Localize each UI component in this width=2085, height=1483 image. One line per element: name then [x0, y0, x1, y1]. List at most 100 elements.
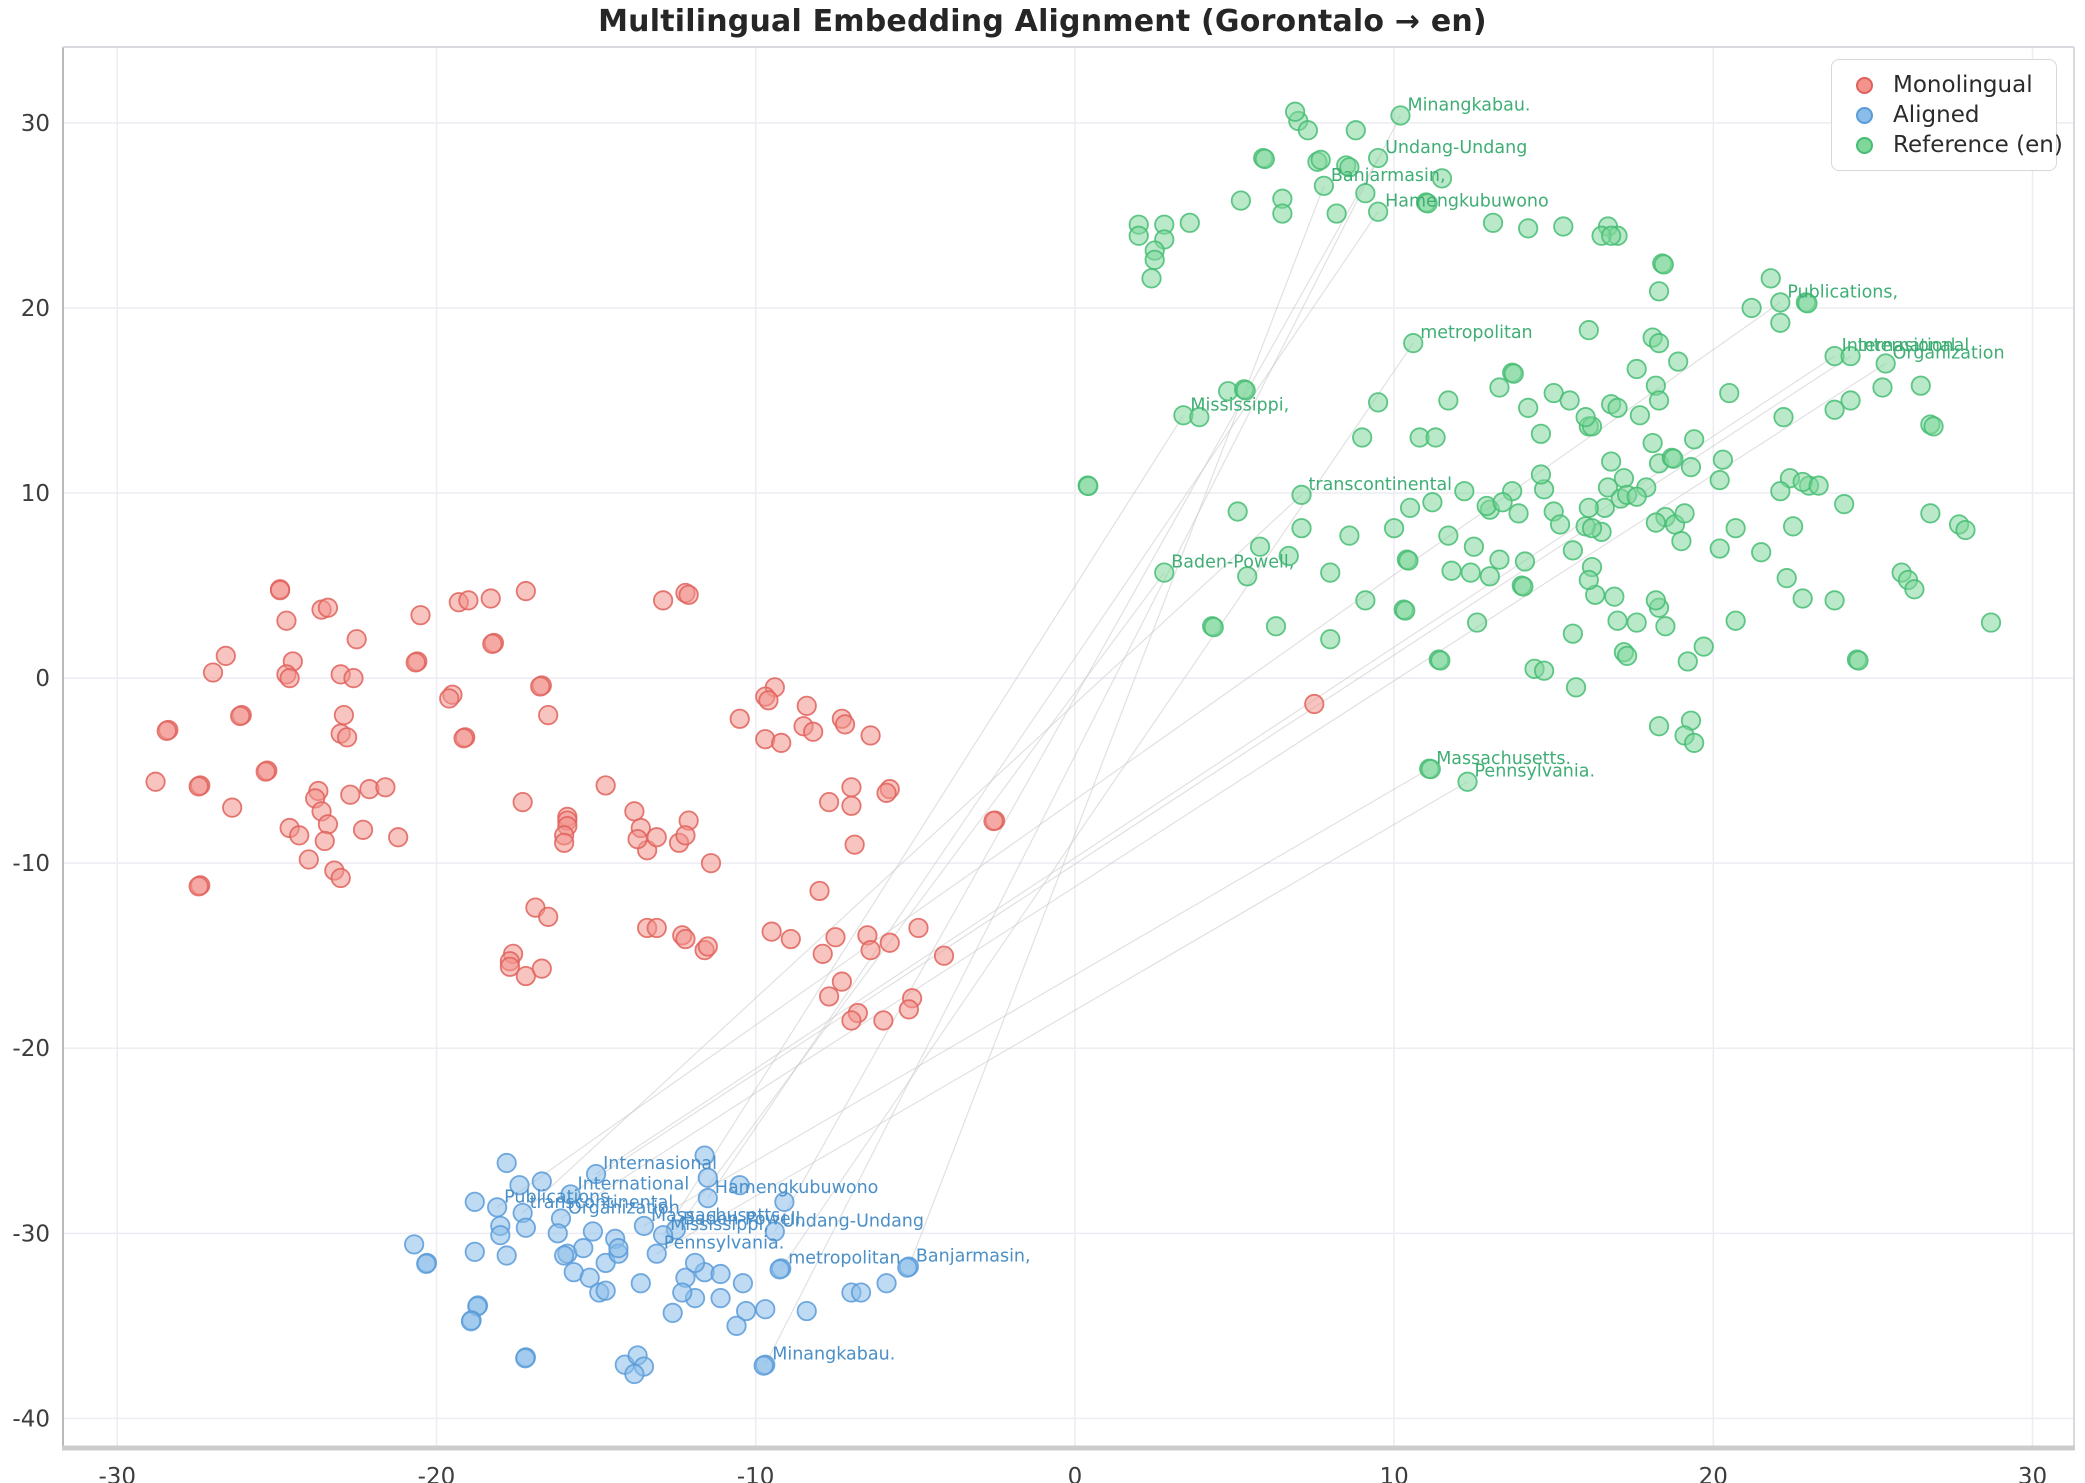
data-point	[1663, 448, 1684, 469]
reference-point-label: Mississippi,	[1190, 395, 1289, 415]
data-point	[1955, 519, 1976, 541]
data-point	[1648, 716, 1670, 737]
data-point	[780, 928, 801, 950]
data-point	[897, 1257, 918, 1278]
data-point	[761, 921, 782, 942]
aligned-point-label: Publications,	[504, 1187, 615, 1207]
data-point	[531, 958, 552, 979]
data-point	[405, 652, 426, 673]
data-point	[1607, 610, 1628, 631]
data-point	[530, 676, 551, 697]
data-point	[1840, 390, 1861, 411]
data-point	[464, 1241, 485, 1262]
data-point	[697, 1167, 718, 1188]
data-point	[1457, 771, 1478, 792]
data-point	[480, 588, 501, 609]
data-point	[803, 721, 824, 742]
data-point	[1712, 449, 1733, 470]
data-point	[439, 688, 460, 709]
data-point	[1249, 536, 1271, 557]
data-point	[769, 1259, 790, 1280]
data-point	[675, 825, 696, 846]
data-point	[289, 825, 310, 846]
data-point	[774, 1191, 795, 1212]
data-point	[145, 771, 166, 792]
data-point	[1782, 516, 1804, 537]
legend-item-monolingual: Monolingual	[1844, 70, 2042, 100]
data-point	[1559, 390, 1580, 411]
data-point	[726, 1315, 747, 1336]
data-point	[1575, 407, 1596, 428]
data-point	[230, 705, 251, 727]
reference-marker-icon	[1856, 136, 1873, 154]
data-point	[458, 590, 479, 611]
data-point	[1237, 566, 1258, 587]
data-point	[653, 1225, 674, 1246]
legend-item-aligned: Aligned	[1844, 100, 2042, 130]
x-tick-label: 10	[1379, 1464, 1408, 1483]
data-point	[729, 708, 750, 729]
data-point	[1514, 551, 1536, 572]
data-point	[554, 1245, 575, 1266]
data-point	[898, 999, 919, 1020]
data-point	[1674, 503, 1695, 524]
data-point	[1078, 475, 1099, 497]
data-point	[1626, 486, 1647, 507]
data-point	[1492, 492, 1513, 513]
data-point	[464, 1191, 485, 1212]
data-point	[1680, 457, 1702, 478]
data-point	[1626, 612, 1647, 633]
aligned-point-label: Massachusetts.	[651, 1206, 786, 1226]
data-point	[1395, 600, 1416, 621]
data-point	[1904, 579, 1925, 600]
aligned-point-label: transcontinental	[530, 1193, 674, 1213]
data-point	[1741, 297, 1762, 319]
page-title: Multilingual Embedding Alignment (Goront…	[598, 4, 1487, 39]
data-point	[1684, 429, 1705, 450]
data-point	[684, 1252, 706, 1274]
data-point	[298, 849, 319, 870]
data-point	[753, 1355, 774, 1376]
data-point	[1399, 497, 1421, 518]
reference-point-label: Undang-Undang	[1385, 138, 1527, 158]
data-point	[876, 1273, 897, 1294]
monolingual-marker-icon	[1856, 76, 1873, 94]
data-point	[317, 814, 339, 835]
data-point	[515, 1348, 536, 1369]
data-point	[1489, 377, 1510, 398]
data-point	[983, 810, 1004, 832]
data-point	[538, 705, 559, 726]
data-point	[1503, 363, 1524, 384]
alignment-line	[560, 362, 1886, 1220]
data-point	[375, 777, 396, 798]
data-point	[1278, 545, 1299, 567]
alignment-line	[908, 185, 1325, 1267]
data-point	[1549, 514, 1571, 535]
data-point	[1645, 512, 1666, 533]
data-point	[834, 714, 856, 735]
data-point	[764, 1221, 785, 1242]
data-point	[1910, 375, 1931, 396]
alignment-line	[643, 768, 1430, 1227]
data-point	[1326, 203, 1347, 224]
data-point	[188, 776, 209, 797]
data-point	[710, 1263, 731, 1285]
data-point	[1677, 651, 1698, 672]
data-point	[1320, 562, 1341, 583]
data-point	[1601, 451, 1622, 472]
data-point	[1518, 397, 1539, 418]
data-point	[646, 917, 667, 939]
data-point	[1725, 610, 1746, 631]
data-point	[1709, 469, 1730, 491]
data-point	[279, 667, 300, 689]
data-point	[202, 662, 224, 683]
data-point	[1773, 407, 1794, 428]
data-point	[729, 1175, 750, 1196]
data-point	[700, 853, 722, 874]
data-point	[732, 1273, 754, 1294]
data-point	[330, 867, 351, 889]
data-point	[633, 1215, 655, 1237]
data-point	[1642, 432, 1663, 454]
reference-point-label: Internasional	[1842, 336, 1956, 356]
data-point	[554, 832, 575, 853]
